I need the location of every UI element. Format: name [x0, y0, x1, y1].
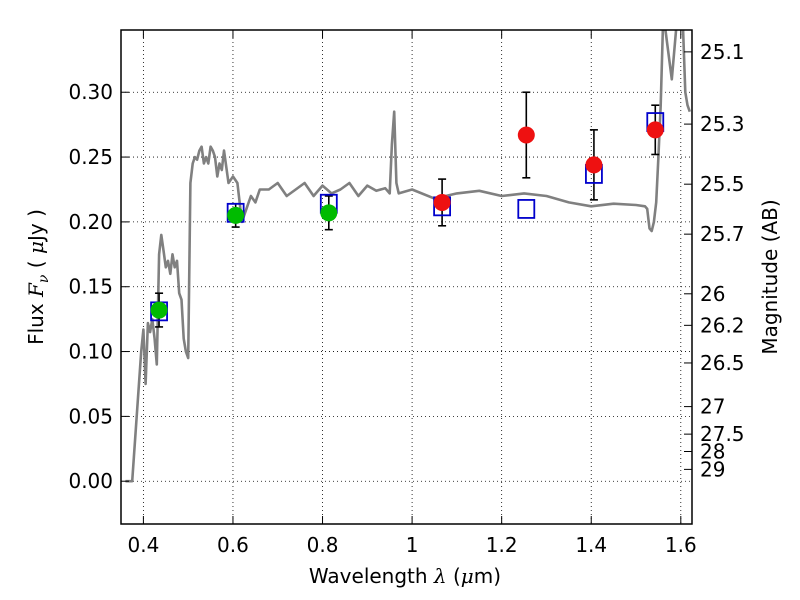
mag-tick-label: 26.2: [700, 313, 745, 337]
model-spectrum-series: [125, 30, 692, 483]
y2-axis-label: Magnitude (AB): [758, 199, 782, 354]
observed-flux-point: [517, 126, 535, 144]
model-photometry-square: [517, 199, 536, 219]
mag-tick-label: 29: [700, 457, 725, 481]
model-spectrum-line: [125, 30, 692, 483]
mag-tick-label: 25.7: [700, 222, 745, 246]
x-tick-label: 1.2: [486, 533, 518, 557]
observed-flux-point: [646, 121, 664, 139]
y-tick-label: 0.10: [68, 340, 113, 364]
x-tick-label: 0.4: [127, 533, 159, 557]
plot-frame: [120, 29, 693, 525]
grid: [121, 30, 692, 524]
x-tick-label: 0.6: [217, 533, 249, 557]
y-axis-label: Flux Fν ( μJy ): [24, 209, 52, 345]
mag-tick-label: 25.5: [700, 172, 745, 196]
mag-tick-label: 25.3: [700, 112, 745, 136]
y-tick-label: 0.20: [68, 210, 113, 234]
mag-tick-label: 27: [700, 395, 725, 419]
y-tick-label: 0.30: [68, 80, 113, 104]
data-markers: [150, 112, 665, 322]
observed-flux-point: [320, 204, 338, 222]
x-tick-label: 1.4: [575, 533, 607, 557]
mag-tick-label: 27.5: [700, 422, 745, 446]
mag-tick-label: 28: [700, 440, 725, 464]
mag-tick-label: 26.5: [700, 351, 745, 375]
mag-tick-label: 25.1: [700, 40, 745, 64]
observed-flux-point: [433, 193, 451, 211]
x-tick-label: 1.6: [665, 533, 697, 557]
observed-flux-point: [150, 301, 168, 319]
y-tick-label: 0.05: [68, 404, 113, 428]
y-tick-label: 0.00: [68, 469, 113, 493]
x-axis-label: Wavelength λ (μm): [309, 564, 501, 588]
y-tick-label: 0.25: [68, 145, 113, 169]
axis-ticks: 0.4 0.6 0.8 1 1.2 1.4 1.6 0.00 0.05 0.10 0.15 0.20 0…: [68, 30, 745, 557]
x-tick-label: 1: [406, 533, 419, 557]
mag-tick-label: 26: [700, 282, 725, 306]
y-tick-label: 0.15: [68, 275, 113, 299]
observed-flux-point: [585, 156, 603, 174]
observed-flux-point: [227, 206, 245, 224]
x-tick-label: 0.8: [307, 533, 339, 557]
